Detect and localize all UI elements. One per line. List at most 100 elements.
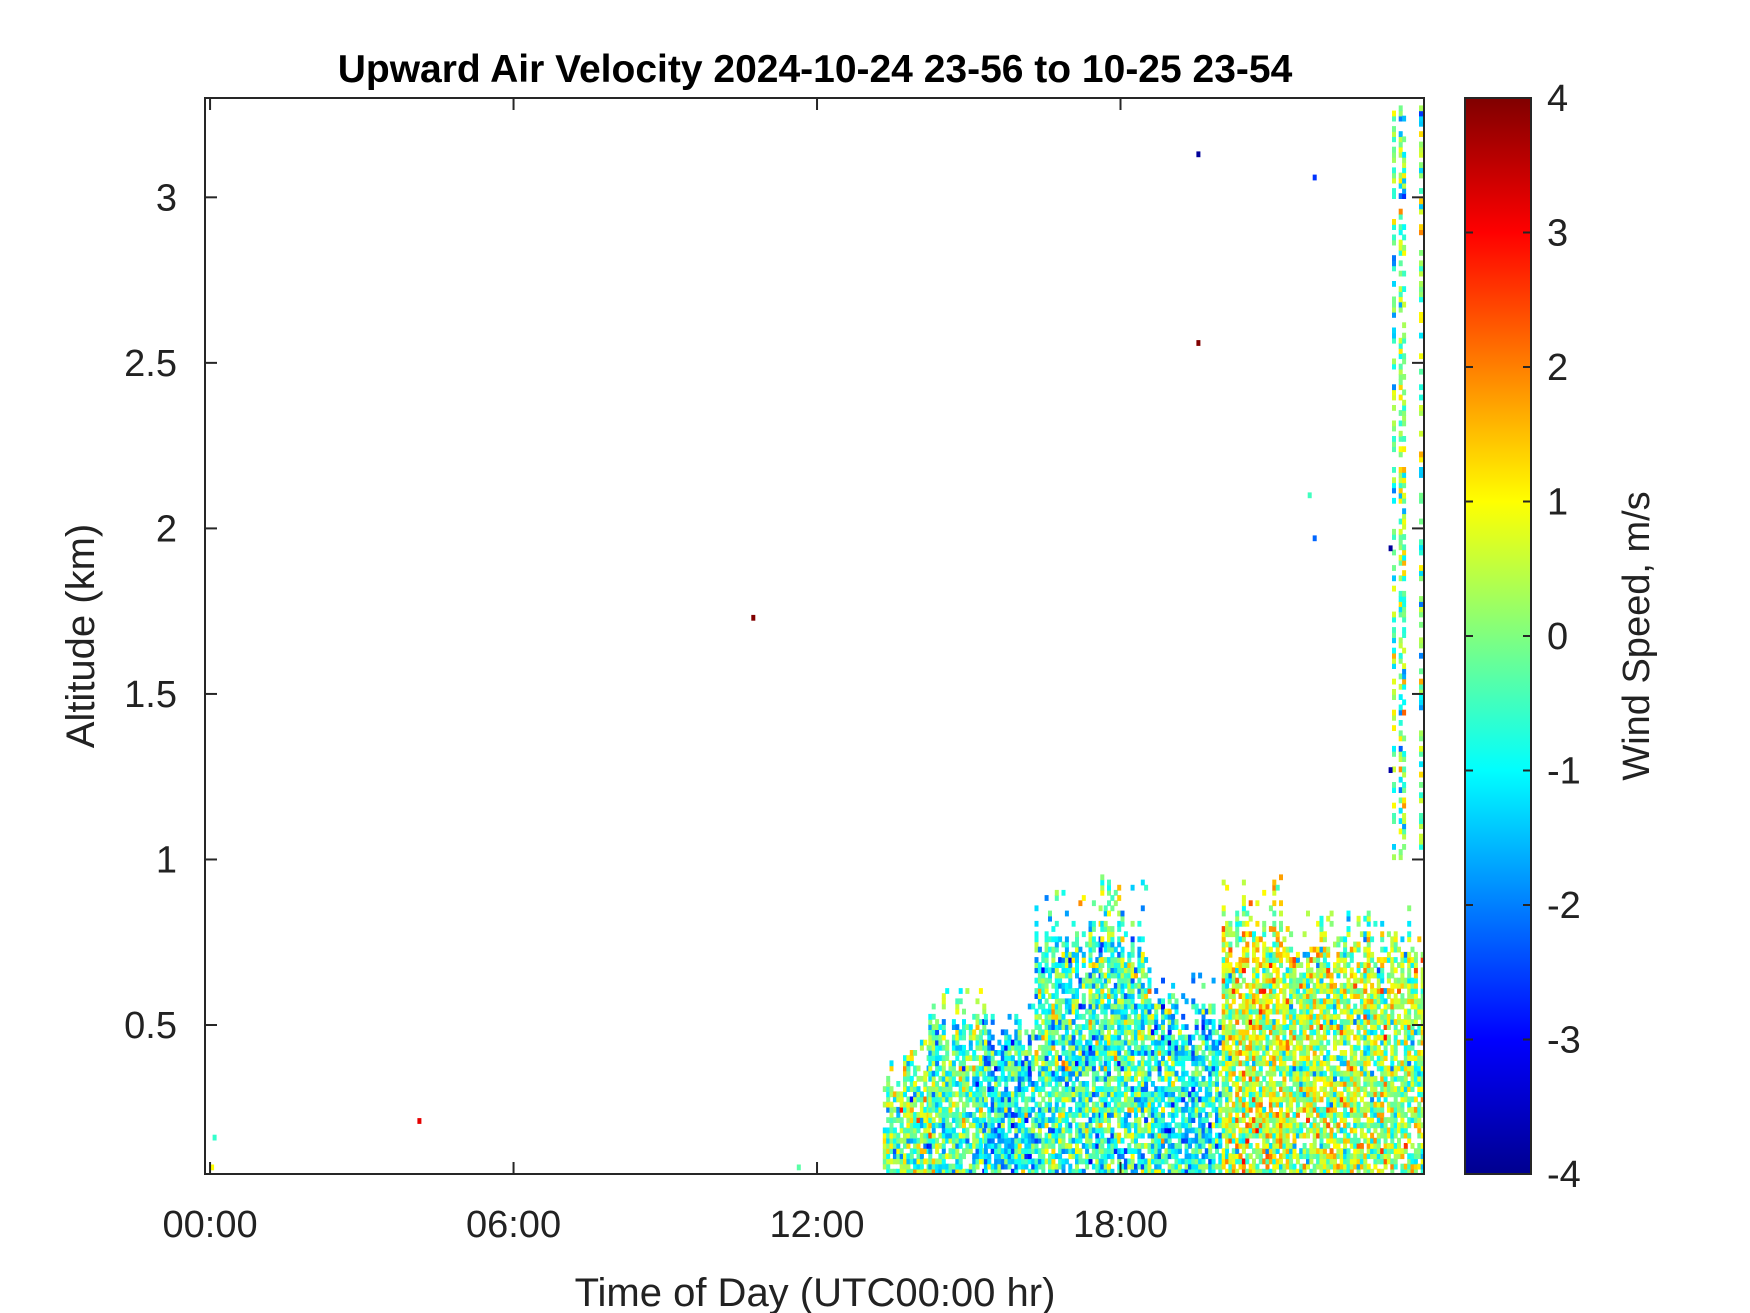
heatmap-cell (1171, 1086, 1176, 1092)
heatmap-cell (1147, 998, 1152, 1005)
heatmap-cell (941, 1127, 946, 1134)
heatmap-cell (945, 1122, 950, 1129)
heatmap-cell (1117, 1081, 1122, 1087)
heatmap-cell (1245, 1106, 1250, 1113)
heatmap-cell (1064, 1081, 1069, 1087)
heatmap-cell (1333, 967, 1337, 974)
heatmap-cell (1309, 1148, 1314, 1154)
heatmap-cell (1343, 1096, 1348, 1103)
heatmap-cell (1268, 1096, 1273, 1103)
heatmap-cell (938, 1039, 943, 1046)
heatmap-cell (1177, 1086, 1182, 1092)
heatmap-cell (1123, 1034, 1128, 1041)
heatmap-cell (1107, 957, 1111, 963)
heatmap-cell (945, 1081, 950, 1087)
heatmap-cell (1356, 920, 1361, 927)
heatmap-cell (928, 1153, 933, 1160)
chart-title: Upward Air Velocity 2024-10-24 23-56 to … (338, 48, 1293, 91)
heatmap-cell (928, 1143, 933, 1149)
heatmap-cell (1100, 1075, 1105, 1082)
heatmap-cell (1295, 1039, 1300, 1046)
heatmap-cell (1255, 1096, 1260, 1103)
heatmap-cell (1241, 1060, 1246, 1067)
heatmap-cell (1140, 1106, 1145, 1113)
heatmap-cell (1075, 1132, 1079, 1139)
heatmap-cell (1051, 1070, 1056, 1077)
heatmap-cell (1346, 1101, 1351, 1108)
heatmap-cell (1215, 1050, 1219, 1056)
heatmap-cell (1413, 1003, 1418, 1010)
heatmap-cell (1231, 982, 1236, 989)
heatmap-cell (1031, 1163, 1036, 1170)
heatmap-cell (1044, 1132, 1049, 1139)
heatmap-cell (1410, 1112, 1415, 1118)
heatmap-cell (909, 1148, 914, 1154)
heatmap-cell (1252, 941, 1256, 948)
heatmap-cell (1037, 1024, 1042, 1030)
heatmap-cell (928, 1106, 933, 1113)
heatmap-cell (1353, 988, 1358, 994)
heatmap-cell (1064, 951, 1069, 958)
heatmap-cell (1322, 1029, 1327, 1036)
heatmap-cell (1164, 1127, 1169, 1134)
heatmap-cell (1027, 1112, 1032, 1118)
heatmap-cell (1041, 1044, 1046, 1051)
heatmap-cell (1027, 1096, 1032, 1103)
heatmap-cell (1061, 951, 1066, 958)
heatmap-cell (1095, 1029, 1100, 1036)
heatmap-cell (1184, 1132, 1189, 1139)
heatmap-cell (1211, 1003, 1216, 1010)
heatmap-cell (1316, 1003, 1321, 1010)
heatmap-cell (1113, 1050, 1118, 1056)
heatmap-cell (1275, 1127, 1280, 1134)
heatmap-cell (1048, 1060, 1052, 1067)
heatmap-cell (882, 1127, 887, 1134)
heatmap-cell (1319, 1127, 1324, 1134)
heatmap-cell (1241, 1106, 1246, 1113)
heatmap-cell (1252, 1101, 1256, 1108)
heatmap-cell (1107, 1065, 1111, 1072)
heatmap-cell (1037, 1137, 1042, 1144)
heatmap-cell (1091, 962, 1096, 968)
heatmap-cell (1091, 998, 1096, 1005)
heatmap-cell (1215, 1137, 1219, 1144)
heatmap-cell (1007, 1158, 1012, 1165)
heatmap-cell (997, 1153, 1002, 1160)
heatmap-cell (1275, 951, 1280, 958)
heatmap-cell (1120, 977, 1125, 984)
heatmap-cell (1336, 1153, 1341, 1160)
heatmap-cell (1021, 1163, 1026, 1170)
heatmap-cell (1258, 1091, 1263, 1098)
heatmap-cell (1380, 1091, 1385, 1098)
heatmap-cell (1413, 1055, 1418, 1061)
heatmap-cell (1393, 1091, 1398, 1098)
heatmap-cell (1398, 601, 1403, 607)
heatmap-cell (1392, 663, 1396, 669)
heatmap-cell (1343, 951, 1348, 958)
heatmap-cell (1231, 1024, 1236, 1030)
heatmap-cell (1100, 982, 1105, 989)
heatmap-cell (1048, 1044, 1052, 1051)
heatmap-cell (1363, 1008, 1368, 1015)
heatmap-cell (1103, 1101, 1108, 1108)
heatmap-cell (1231, 931, 1236, 938)
heatmap-cell (1383, 1003, 1388, 1010)
heatmap-cell (1120, 1044, 1125, 1051)
heatmap-cell (1167, 1050, 1172, 1056)
heatmap-cell (997, 1137, 1002, 1144)
heatmap-cell (1204, 1091, 1209, 1098)
heatmap-cell (1110, 936, 1115, 943)
heatmap-cell (1113, 957, 1118, 963)
heatmap-cell (955, 1055, 960, 1061)
heatmap-cell (1356, 1024, 1361, 1030)
heatmap-cell (1147, 982, 1152, 989)
heatmap-cell (962, 1034, 966, 1041)
heatmap-cell (1161, 1127, 1165, 1134)
heatmap-cell (1181, 1137, 1186, 1144)
heatmap-cell (1407, 1096, 1412, 1103)
heatmap-cell (1134, 1044, 1138, 1051)
heatmap-cell (1262, 946, 1267, 953)
heatmap-cell (899, 1127, 904, 1134)
heatmap-cell (1289, 1050, 1294, 1056)
heatmap-cell (1051, 1086, 1056, 1092)
